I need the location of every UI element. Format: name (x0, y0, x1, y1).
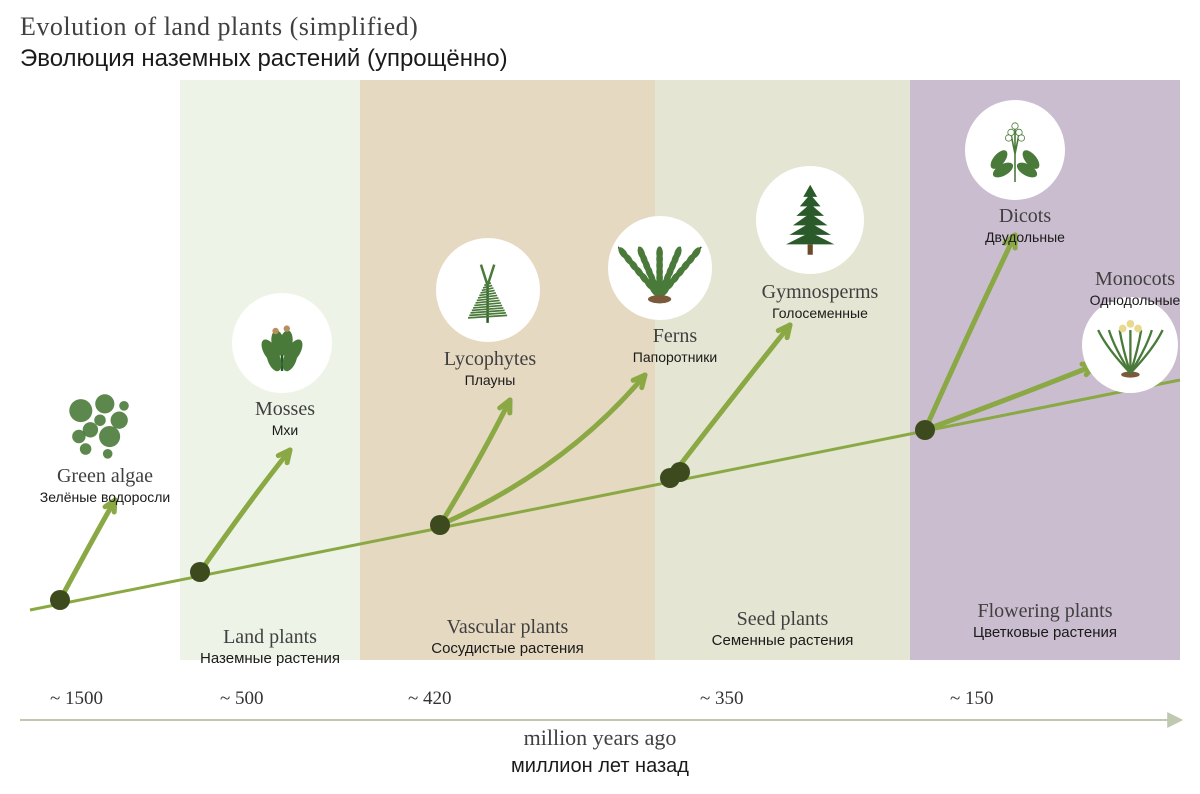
era-label-ru: Семенные растения (655, 632, 910, 649)
plant-label-en: Lycophytes (420, 348, 560, 371)
era-label-en: Seed plants (655, 608, 910, 631)
era-label-en: Flowering plants (910, 600, 1180, 623)
title-en: Evolution of land plants (simplified) (20, 12, 418, 42)
axis-label-en: million years ago (0, 725, 1200, 751)
plant-label-en: Green algae (35, 465, 175, 488)
timeline-tick: ~ 350 (700, 688, 744, 710)
plant-label-en: Mosses (225, 398, 345, 421)
plant-label-en: Monocots (1070, 268, 1200, 291)
plant-label-en: Gymnosperms (735, 281, 905, 304)
plant-label-en: Ferns (610, 325, 740, 348)
axis-label-ru: миллион лет назад (0, 755, 1200, 778)
plant-label-ru: Папоротники (610, 349, 740, 365)
timeline-tick: ~ 1500 (50, 688, 103, 710)
plant-label-ru: Двудольные (965, 229, 1085, 245)
plant-illustration (52, 377, 148, 478)
timeline-tick: ~ 420 (408, 688, 452, 710)
plant-circle (965, 100, 1065, 200)
timeline-tick: ~ 150 (950, 688, 994, 710)
plant-label-ru: Плауны (420, 372, 560, 388)
era-label-en: Vascular plants (360, 616, 655, 639)
plant-circle (756, 166, 864, 274)
plant-label-ru: Зелёные водоросли (35, 489, 175, 505)
era-label-ru: Наземные растения (180, 650, 360, 667)
plant-circle (608, 216, 712, 320)
era-label-ru: Сосудистые растения (360, 640, 655, 657)
plant-label-ru: Голосеменные (735, 305, 905, 321)
plant-label-ru: Однодольные (1070, 292, 1200, 308)
era-label-ru: Цветковые растения (910, 624, 1180, 641)
era-label-en: Land plants (180, 626, 360, 649)
title-ru: Эволюция наземных растений (упрощённо) (20, 45, 508, 73)
plant-label-en: Dicots (965, 205, 1085, 228)
plant-circle (1082, 297, 1178, 393)
timeline-tick: ~ 500 (220, 688, 264, 710)
plant-circle (232, 293, 332, 393)
plant-label-ru: Мхи (225, 422, 345, 438)
era-band: Seed plantsСеменные растения (655, 80, 910, 660)
plant-circle (436, 238, 540, 342)
